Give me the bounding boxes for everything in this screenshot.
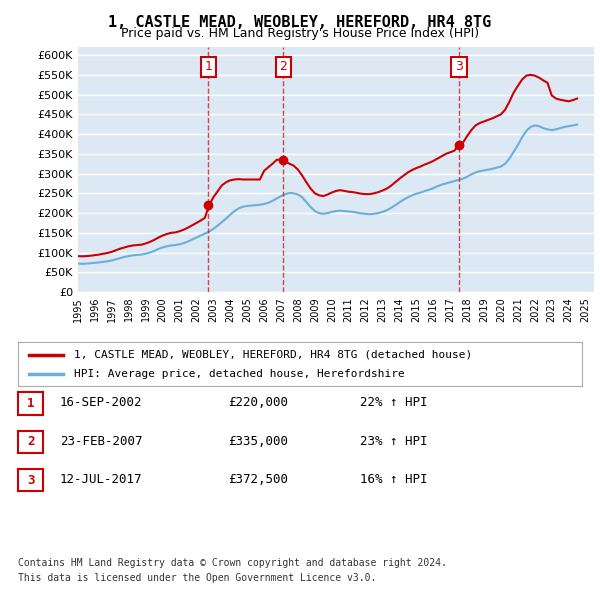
Text: Contains HM Land Registry data © Crown copyright and database right 2024.: Contains HM Land Registry data © Crown c… xyxy=(18,558,447,568)
Text: 22% ↑ HPI: 22% ↑ HPI xyxy=(360,396,427,409)
Text: 23% ↑ HPI: 23% ↑ HPI xyxy=(360,435,427,448)
Text: £372,500: £372,500 xyxy=(228,473,288,486)
Text: 2: 2 xyxy=(280,60,287,73)
Text: Price paid vs. HM Land Registry's House Price Index (HPI): Price paid vs. HM Land Registry's House … xyxy=(121,27,479,40)
Text: £220,000: £220,000 xyxy=(228,396,288,409)
Text: 3: 3 xyxy=(27,474,34,487)
Text: HPI: Average price, detached house, Herefordshire: HPI: Average price, detached house, Here… xyxy=(74,369,405,379)
Text: 3: 3 xyxy=(455,60,463,73)
Text: 1: 1 xyxy=(205,60,212,73)
Text: This data is licensed under the Open Government Licence v3.0.: This data is licensed under the Open Gov… xyxy=(18,573,376,583)
Text: £335,000: £335,000 xyxy=(228,435,288,448)
Text: 1, CASTLE MEAD, WEOBLEY, HEREFORD, HR4 8TG (detached house): 1, CASTLE MEAD, WEOBLEY, HEREFORD, HR4 8… xyxy=(74,350,473,359)
Text: 2: 2 xyxy=(27,435,34,448)
Text: 12-JUL-2017: 12-JUL-2017 xyxy=(60,473,143,486)
Text: 23-FEB-2007: 23-FEB-2007 xyxy=(60,435,143,448)
Text: 1, CASTLE MEAD, WEOBLEY, HEREFORD, HR4 8TG: 1, CASTLE MEAD, WEOBLEY, HEREFORD, HR4 8… xyxy=(109,15,491,30)
Text: 16% ↑ HPI: 16% ↑ HPI xyxy=(360,473,427,486)
Text: 1: 1 xyxy=(27,397,34,410)
Text: 16-SEP-2002: 16-SEP-2002 xyxy=(60,396,143,409)
